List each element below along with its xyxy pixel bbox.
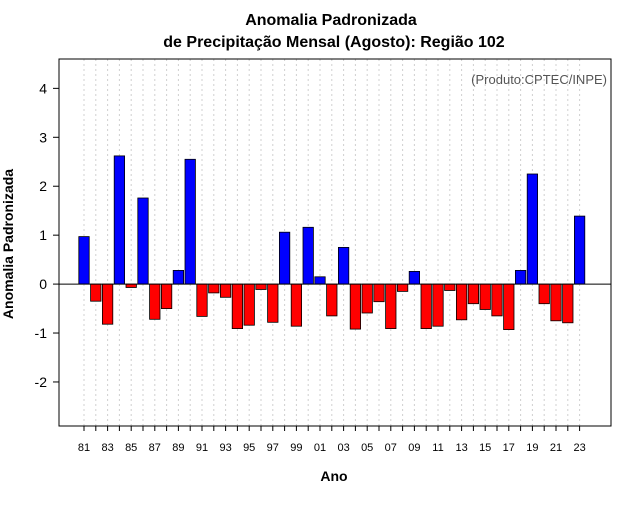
bar [267,283,279,323]
grid-layer [83,59,581,426]
x-tick-label: 15 [479,442,491,454]
bar [515,269,527,285]
y-tick-label: 3 [39,129,47,145]
x-tick-label: 05 [361,442,373,454]
x-tick-label: 83 [101,442,113,454]
bar [526,173,539,285]
x-tick-label: 85 [125,442,137,454]
bar [219,283,232,298]
x-tick-label: 93 [219,442,231,454]
bar [302,226,314,285]
x-tick-label: 19 [526,442,538,454]
y-tick-label: -1 [35,325,48,341]
bar [137,197,149,285]
bar [255,283,267,290]
bar [290,283,303,327]
x-tick-label: 21 [550,442,562,454]
bar [149,283,161,320]
bar [243,283,255,326]
bar [208,283,220,294]
bar [432,283,444,327]
plot-frame [58,58,612,427]
x-tick-label: 17 [503,442,515,454]
x-tick-label: 91 [196,442,208,454]
bar [78,236,90,285]
y-tick-label: 1 [39,227,47,243]
bar [172,269,184,285]
chart-title: Anomalia Padronizada [245,12,417,29]
x-tick-label: 99 [290,442,302,454]
bar [503,283,515,331]
bar [337,246,350,285]
bar [349,283,362,330]
y-tick-label: 2 [39,178,47,194]
x-tick-label: 07 [385,442,397,454]
bar [467,283,480,305]
bar [102,283,114,325]
bar [385,283,397,330]
x-tick-label: 09 [408,442,420,454]
x-tick-label: 13 [455,442,467,454]
bar [420,283,432,330]
y-axis: -2 -1 0 1 2 3 4 [35,80,59,390]
bar [90,283,102,302]
bar [113,155,125,285]
y-tick-label: 0 [39,276,47,292]
bar [184,158,196,285]
bar [373,283,385,303]
x-tick-label: 89 [172,442,184,454]
x-axis-title: Ano [320,468,347,484]
bar [408,270,421,285]
y-tick-label: -2 [35,374,48,390]
bar [444,283,456,291]
bar [574,215,586,285]
x-axis: 81 83 85 87 89 91 93 95 97 99 01 03 05 07 09 11 13 15 17 19… [78,426,586,454]
x-tick-label: 23 [573,442,585,454]
bar [125,283,137,288]
x-tick-label: 95 [243,442,255,454]
x-tick-label: 81 [78,442,90,454]
y-tick-label: 4 [39,80,47,96]
bar [160,283,173,310]
bar [538,283,550,305]
bar [314,276,326,285]
x-tick-label: 87 [149,442,161,454]
x-tick-label: 03 [337,442,349,454]
chart-subtitle: de Precipitação Mensal (Agosto): Região … [163,34,505,51]
bar [479,283,491,310]
bar [196,283,208,317]
bar [396,283,409,292]
x-tick-label: 01 [314,442,326,454]
credit-annotation: (Produto:CPTEC/INPE) [471,72,607,87]
bar [562,283,574,324]
bar-layer [78,155,586,331]
bar [326,283,338,317]
x-tick-label: 11 [432,442,443,454]
x-tick-label: 97 [267,442,279,454]
bar [455,283,468,321]
bar [361,283,373,314]
bar [550,283,562,322]
bar [231,283,243,330]
bar [491,283,503,317]
bar [278,231,291,285]
y-axis-title: Anomalia Padronizada [0,169,16,319]
